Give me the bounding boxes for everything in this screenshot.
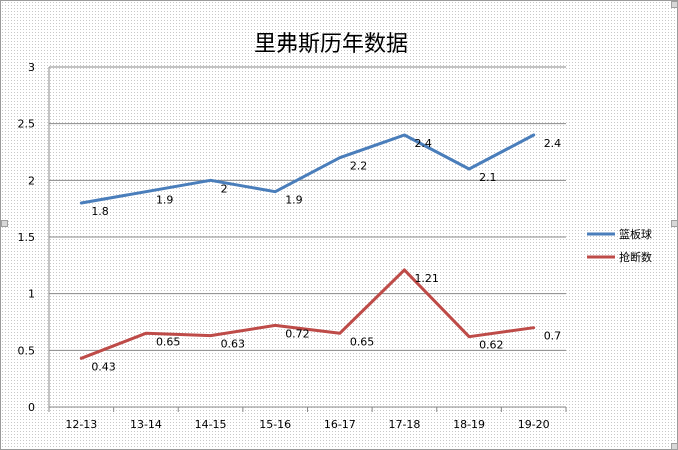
- resize-handle-top-right[interactable]: [671, 1, 678, 8]
- resize-handle-left[interactable]: [1, 220, 8, 227]
- x-tick-label: 17-18: [388, 418, 420, 431]
- x-tick-label: 18-19: [453, 418, 485, 431]
- x-tick-label: 12-13: [65, 418, 97, 431]
- y-tick-label: 0.5: [18, 344, 36, 357]
- legend-label: 抢断数: [619, 250, 652, 264]
- data-label: 2.1: [479, 171, 497, 184]
- y-tick-label: 2.5: [18, 118, 36, 131]
- data-label: 0.43: [91, 360, 116, 373]
- series-line-2: [79, 268, 536, 360]
- data-label: 1.9: [156, 194, 174, 207]
- data-label: 0.63: [221, 338, 246, 351]
- resize-handle-bottom-right[interactable]: [671, 443, 678, 450]
- resize-handle-right[interactable]: [671, 220, 678, 227]
- data-label: 2: [221, 182, 228, 195]
- y-tick-label: 2: [28, 174, 35, 187]
- x-tick-label: 14-15: [195, 418, 227, 431]
- y-tick-label: 1.5: [18, 231, 36, 244]
- y-tick-label: 3: [28, 61, 35, 74]
- data-label: 1.9: [285, 194, 303, 207]
- data-label: 0.65: [156, 335, 181, 348]
- y-tick-label: 0: [28, 401, 35, 414]
- y-tick-label: 1: [28, 288, 35, 301]
- x-tick-label: 13-14: [130, 418, 162, 431]
- data-label: 0.65: [350, 335, 375, 348]
- legend-label: 篮板球: [619, 227, 652, 241]
- chart-title: 里弗斯历年数据: [253, 32, 408, 57]
- data-label: 1.21: [414, 272, 439, 285]
- data-label: 0.62: [479, 339, 504, 352]
- x-tick-label: 16-17: [324, 418, 356, 431]
- data-label: 0.7: [544, 330, 562, 343]
- data-label: 2.4: [544, 137, 562, 150]
- data-label: 0.72: [285, 327, 310, 340]
- x-tick-label: 19-20: [518, 418, 550, 431]
- series-line-1: [79, 133, 536, 205]
- data-label: 2.4: [414, 137, 432, 150]
- data-label: 1.8: [91, 205, 109, 218]
- data-label: 2.2: [350, 160, 368, 173]
- x-tick-label: 15-16: [259, 418, 291, 431]
